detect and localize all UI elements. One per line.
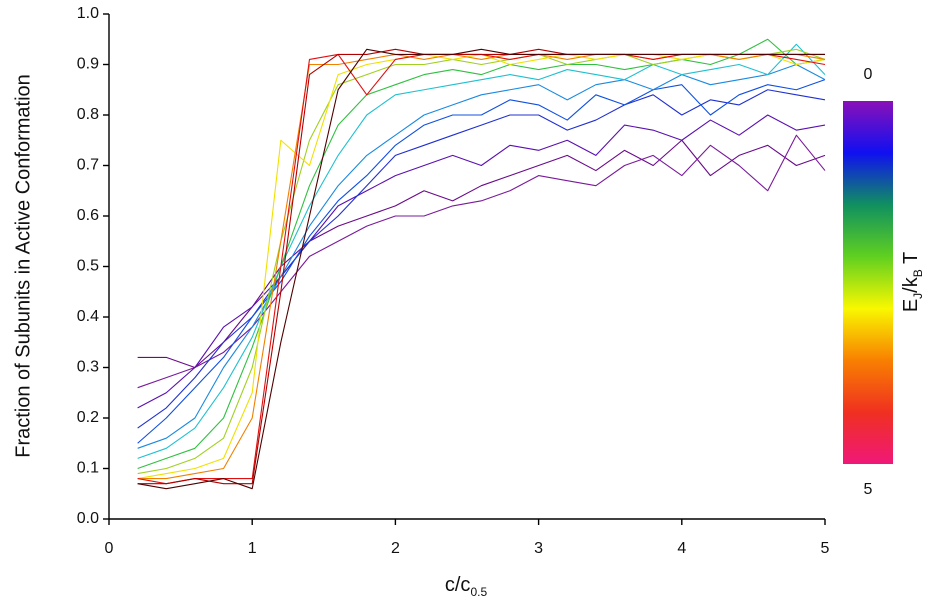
subscript: B [911,269,925,277]
y-axis-title: Fraction of Subunits in Active Conformat… [12,74,34,458]
x-tick-label: 2 [391,540,400,557]
y-tick-label: 0.1 [77,460,99,477]
label-part: T [900,252,922,269]
y-tick-label: 0.0 [77,510,99,527]
x-tick-label: 3 [534,540,543,557]
y-tick-label: 0.4 [77,308,99,325]
data-line [137,114,826,409]
data-line [137,48,825,490]
x-tick-label: 4 [677,540,686,557]
y-tick-label: 0.7 [77,157,99,174]
y-tick-label: 0.2 [77,409,99,426]
x-tick-label: 0 [105,540,114,557]
y-tick-label: 1.0 [77,5,99,22]
data-line [137,43,826,459]
x-axis-title: c/c0.5 [445,574,488,599]
label-part: c/c [445,574,471,596]
colorbar-title: EJ/kB T [900,252,925,312]
colorbar-tick-label: 0 [864,66,873,83]
colorbar [843,101,893,464]
label-part: /k [900,276,922,293]
data-line [137,38,826,470]
subscript: 0.5 [470,585,487,599]
y-tick-label: 0.3 [77,359,99,376]
data-line [137,79,826,444]
label-part: E [900,299,922,312]
y-tick-label: 0.9 [77,56,99,73]
subscript: J [911,293,925,299]
x-tick-label: 1 [248,540,257,557]
data-line [137,89,826,429]
y-tick-label: 0.8 [77,106,99,123]
data-line [137,53,826,480]
colorbar-tick-label: 5 [864,481,873,498]
x-tick-label: 5 [821,540,830,557]
y-tick-label: 0.6 [77,207,99,224]
data-line [137,53,826,480]
data-line [137,63,826,449]
data-line [137,134,826,389]
y-tick-label: 0.5 [77,258,99,275]
data-line [137,48,826,475]
